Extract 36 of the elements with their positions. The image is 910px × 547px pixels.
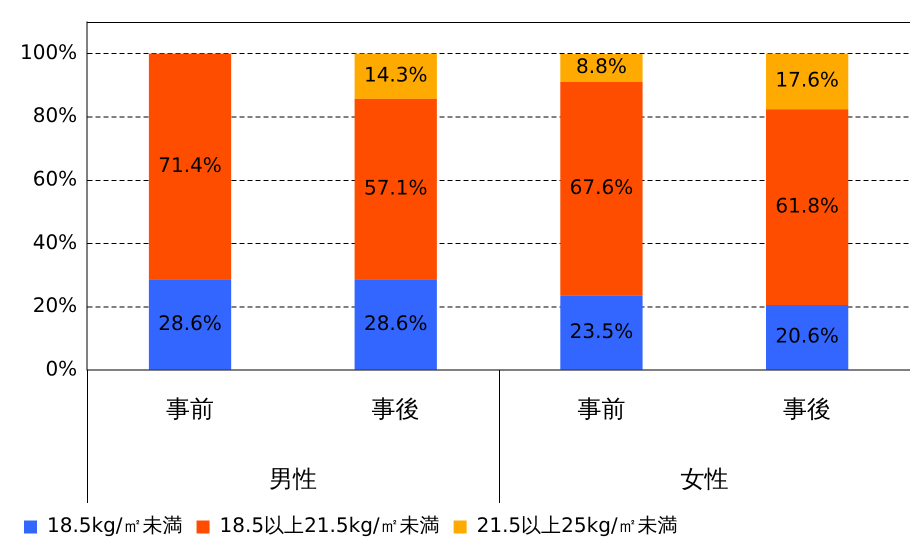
x-tick-label: 事前 <box>577 394 626 423</box>
y-tick-label: 20% <box>32 293 78 318</box>
bar <box>148 54 232 280</box>
legend-label: 18.5以上21.5kg/㎡未満 <box>220 513 440 538</box>
data-label: 61.8% <box>775 193 839 218</box>
bar <box>560 82 643 296</box>
legend-label: 18.5kg/㎡未満 <box>47 513 183 538</box>
bar <box>354 280 437 370</box>
data-label: 28.6% <box>158 310 222 335</box>
bar <box>766 109 848 305</box>
bar <box>766 54 848 110</box>
y-tick-label: 80% <box>32 103 78 128</box>
bar <box>148 280 232 370</box>
data-label: 20.6% <box>775 324 839 348</box>
bar <box>560 296 643 370</box>
y-tick-label: 40% <box>32 230 78 254</box>
data-label: 17.6% <box>775 68 839 92</box>
data-label: 23.5% <box>570 318 634 343</box>
x-tick-label: 事後 <box>783 394 832 423</box>
data-label: 14.3% <box>364 62 428 86</box>
x-tick-label: 事後 <box>372 394 420 423</box>
data-label: 8.8% <box>576 54 627 78</box>
legend-label: 21.5以上25kg/㎡未満 <box>476 513 678 538</box>
y-tick-label: 0% <box>45 356 78 380</box>
y-tick-label: 60% <box>32 166 78 190</box>
data-label: 71.4% <box>158 152 222 177</box>
text: 女性 <box>680 465 728 494</box>
text: 男性 <box>268 465 317 494</box>
bar <box>766 304 848 370</box>
y-tick-label: 100% <box>20 40 78 64</box>
bar <box>354 54 437 99</box>
x-tick-label: 事前 <box>166 394 214 423</box>
data-label: 67.6% <box>570 175 634 200</box>
data-label: 28.6% <box>364 310 428 335</box>
data-label: 57.1% <box>364 175 428 200</box>
bar <box>354 98 437 280</box>
